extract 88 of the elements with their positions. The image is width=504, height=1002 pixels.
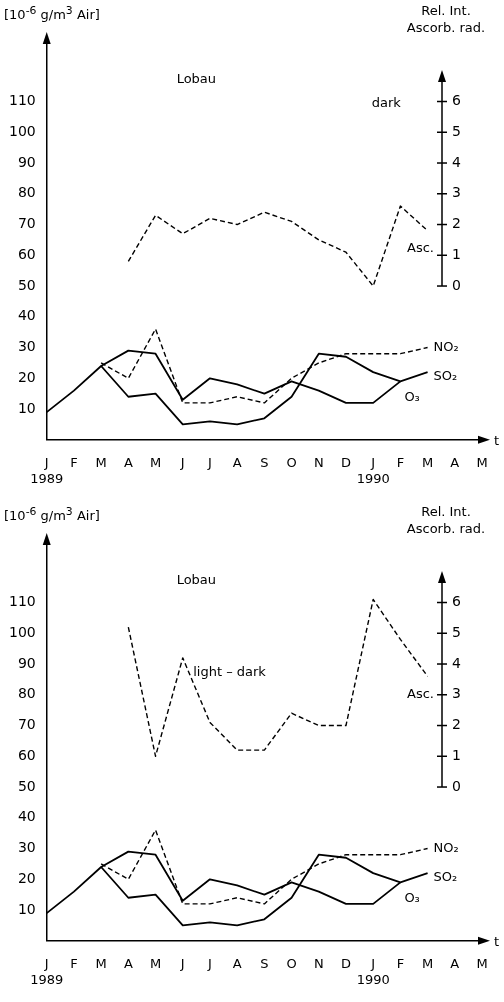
series-label: O₃ bbox=[404, 388, 420, 404]
y-tick-label: 40 bbox=[17, 307, 36, 324]
y2-axis-title: Rel. Int. Ascorb. rad. bbox=[406, 3, 486, 36]
x-tick-label: M bbox=[421, 454, 434, 470]
x-tick-label: M bbox=[149, 454, 162, 470]
x-tick-label: M bbox=[421, 955, 434, 971]
x-tick-label: F bbox=[70, 955, 78, 971]
y-tick-label: 30 bbox=[17, 338, 36, 355]
x-tick-label: O bbox=[286, 454, 297, 470]
series-label: NO₂ bbox=[433, 338, 459, 354]
x-tick-label: J bbox=[207, 955, 212, 971]
y2-tick-label: 5 bbox=[452, 623, 461, 640]
y-tick-label: 40 bbox=[17, 808, 36, 825]
x-tick-label: N bbox=[313, 955, 324, 971]
x-axis-title: t bbox=[494, 934, 500, 950]
y-tick-label: 10 bbox=[17, 900, 36, 917]
x-tick-label: J bbox=[179, 454, 185, 470]
x-axis-title: t bbox=[494, 433, 500, 449]
x-tick-label: J bbox=[179, 955, 185, 971]
x-tick-label: J 1990 bbox=[356, 955, 390, 987]
series-label: Asc. bbox=[407, 685, 434, 701]
y2-tick-label: 3 bbox=[452, 685, 461, 702]
x-tick-label: M bbox=[149, 955, 162, 971]
y2-tick-label: 6 bbox=[452, 593, 461, 610]
x-tick-label: A bbox=[450, 454, 460, 470]
y2-tick-label: 3 bbox=[452, 184, 461, 201]
y-tick-label: 50 bbox=[17, 276, 36, 293]
annotation: dark bbox=[371, 95, 402, 111]
y2-tick-label: 1 bbox=[452, 245, 461, 262]
series-label: O₃ bbox=[404, 889, 420, 905]
y-tick-label: 100 bbox=[8, 122, 36, 139]
y2-tick-label: 0 bbox=[452, 276, 461, 293]
y-tick-label: 110 bbox=[8, 92, 36, 109]
x-tick-label: A bbox=[232, 454, 242, 470]
y-tick-label: 110 bbox=[8, 593, 36, 610]
y2-tick-label: 4 bbox=[452, 654, 461, 671]
x-tick-label: D bbox=[340, 955, 351, 971]
x-tick-label: M bbox=[95, 454, 107, 470]
y-tick-label: 70 bbox=[17, 215, 36, 232]
x-tick-label: S bbox=[260, 955, 269, 971]
y-tick-label: 80 bbox=[17, 184, 36, 201]
y-tick-label: 90 bbox=[17, 654, 36, 671]
x-tick-label: J bbox=[207, 454, 212, 470]
x-tick-label: M bbox=[476, 454, 488, 470]
annotation: light – dark bbox=[193, 664, 267, 680]
x-tick-label: N bbox=[313, 454, 324, 470]
y2-tick-label: 5 bbox=[452, 122, 461, 139]
x-tick-label: A bbox=[450, 955, 460, 971]
y2-tick-label: 2 bbox=[452, 716, 461, 733]
text: Lobau bbox=[176, 572, 217, 588]
y2-tick-label: 2 bbox=[452, 215, 461, 232]
series-label: SO₂ bbox=[433, 367, 458, 383]
y-tick-label: 20 bbox=[17, 368, 36, 385]
y2-tick-label: 0 bbox=[452, 777, 461, 794]
series-label: NO₂ bbox=[433, 839, 459, 855]
y-tick-label: 100 bbox=[8, 623, 36, 640]
x-tick-label: D bbox=[340, 454, 351, 470]
y2-tick-label: 6 bbox=[452, 92, 461, 109]
x-tick-label: J 1989 bbox=[30, 955, 64, 987]
y2-tick-label: 1 bbox=[452, 746, 461, 763]
x-tick-label: F bbox=[396, 955, 405, 971]
x-tick-label: A bbox=[123, 454, 133, 470]
y-axis-title: [10$^{-6}$ g/m$^{3}$ Air] bbox=[4, 3, 100, 24]
y-tick-label: 20 bbox=[17, 869, 36, 886]
text: Lobau bbox=[176, 71, 217, 87]
x-tick-label: J 1990 bbox=[356, 454, 390, 486]
y-axis-title: [10$^{-6}$ g/m$^{3}$ Air] bbox=[4, 504, 100, 525]
x-tick-label: A bbox=[123, 955, 133, 971]
x-tick-label: F bbox=[396, 454, 405, 470]
y-tick-label: 80 bbox=[17, 685, 36, 702]
x-tick-label: J 1989 bbox=[30, 454, 64, 486]
y-tick-label: 10 bbox=[17, 399, 36, 416]
x-tick-label: O bbox=[286, 955, 297, 971]
x-tick-label: S bbox=[260, 454, 269, 470]
series-label: Asc. bbox=[407, 240, 434, 256]
y-tick-label: 90 bbox=[17, 153, 36, 170]
y-tick-label: 60 bbox=[17, 746, 36, 763]
x-tick-label: A bbox=[232, 955, 242, 971]
x-tick-label: M bbox=[95, 955, 107, 971]
x-tick-label: M bbox=[476, 955, 488, 971]
y-tick-label: 50 bbox=[17, 777, 36, 794]
y-tick-label: 60 bbox=[17, 245, 36, 262]
y2-axis-title: Rel. Int. Ascorb. rad. bbox=[406, 504, 486, 537]
x-tick-label: F bbox=[70, 454, 78, 470]
y-tick-label: 30 bbox=[17, 839, 36, 856]
y-tick-label: 70 bbox=[17, 716, 36, 733]
y2-tick-label: 4 bbox=[452, 153, 461, 170]
series-label: SO₂ bbox=[433, 868, 458, 884]
